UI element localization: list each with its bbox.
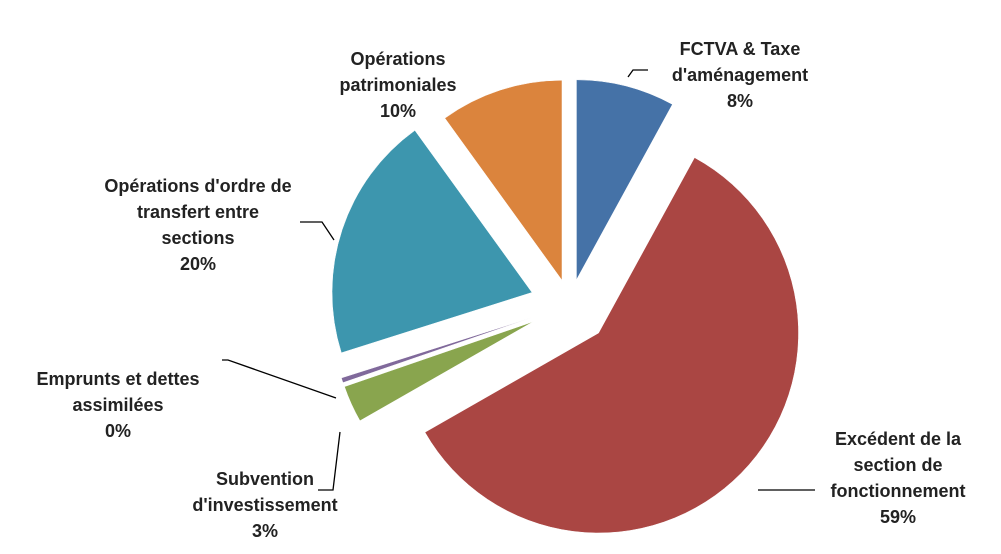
category-label: Opérations d'ordre de transfert entre se… [104, 176, 292, 248]
value-label: 8% [726, 91, 753, 111]
slice-label: Opérations patrimoniales 10% [328, 46, 468, 124]
value-label: 3% [251, 521, 278, 541]
pie-slice [576, 79, 673, 280]
slice-label: Opérations d'ordre de transfert entre se… [98, 173, 298, 277]
category-label: FCTVA & Taxe d'aménagement [671, 39, 809, 85]
category-label: Excédent de la section de fonctionnement [830, 429, 966, 501]
value-label: 0% [104, 421, 131, 441]
value-label: 20% [179, 254, 217, 274]
pie-slice [444, 80, 563, 282]
category-label: Emprunts et dettes assimilées [36, 369, 200, 415]
leader-line [318, 431, 341, 491]
slice-label: Excédent de la section de fonctionnement… [816, 426, 981, 530]
leader-line [627, 69, 648, 78]
category-label: Subvention d'investissement [192, 469, 338, 515]
pie-slice [331, 130, 533, 354]
value-label: 59% [879, 507, 917, 527]
pie-slice [341, 317, 533, 383]
slice-label: Subvention d'investissement 3% [178, 466, 353, 544]
leader-lines [222, 69, 815, 491]
value-label: 10% [379, 101, 417, 121]
slice-label: Emprunts et dettes assimilées 0% [21, 366, 216, 444]
leader-line [222, 359, 337, 399]
slice-label: FCTVA & Taxe d'aménagement 8% [650, 36, 830, 114]
pie-slice [344, 321, 534, 422]
category-label: Opérations patrimoniales [339, 49, 457, 95]
pie-slice [424, 157, 799, 534]
leader-line [300, 221, 335, 241]
